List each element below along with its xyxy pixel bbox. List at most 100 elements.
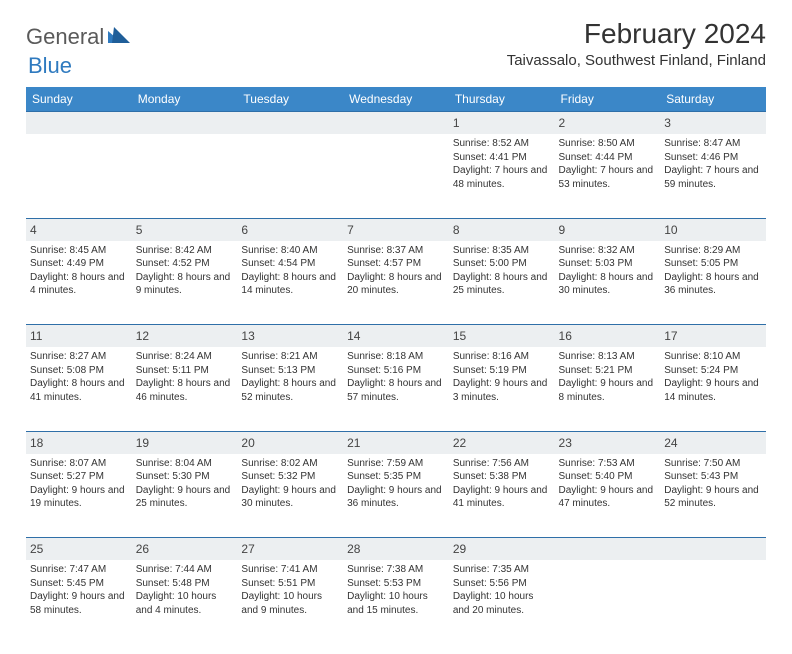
day-cell bbox=[660, 560, 766, 644]
day-cell: Sunrise: 8:02 AMSunset: 5:32 PMDaylight:… bbox=[237, 454, 343, 538]
day-details: Sunrise: 8:24 AMSunset: 5:11 PMDaylight:… bbox=[136, 350, 234, 404]
day-number: 17 bbox=[664, 329, 677, 343]
title-block: February 2024 Taivassalo, Southwest Finl… bbox=[507, 18, 766, 69]
daynum-cell: 7 bbox=[343, 218, 449, 241]
daynum-cell: 9 bbox=[555, 218, 661, 241]
daynum-cell: 29 bbox=[449, 538, 555, 561]
day-details: Sunrise: 7:53 AMSunset: 5:40 PMDaylight:… bbox=[559, 457, 657, 511]
daynum-cell: 18 bbox=[26, 431, 132, 454]
day-details: Sunrise: 7:38 AMSunset: 5:53 PMDaylight:… bbox=[347, 563, 445, 617]
day-cell: Sunrise: 8:40 AMSunset: 4:54 PMDaylight:… bbox=[237, 241, 343, 325]
day-details: Sunrise: 8:40 AMSunset: 4:54 PMDaylight:… bbox=[241, 244, 339, 298]
day-details: Sunrise: 7:41 AMSunset: 5:51 PMDaylight:… bbox=[241, 563, 339, 617]
daynum-cell: 14 bbox=[343, 325, 449, 348]
day-cell: Sunrise: 7:38 AMSunset: 5:53 PMDaylight:… bbox=[343, 560, 449, 644]
day-number: 20 bbox=[241, 436, 254, 450]
daynum-cell: 28 bbox=[343, 538, 449, 561]
col-sunday: Sunday bbox=[26, 87, 132, 112]
day-number: 15 bbox=[453, 329, 466, 343]
day-cell: Sunrise: 8:52 AMSunset: 4:41 PMDaylight:… bbox=[449, 134, 555, 218]
day-details: Sunrise: 8:42 AMSunset: 4:52 PMDaylight:… bbox=[136, 244, 234, 298]
daynum-cell: 3 bbox=[660, 112, 766, 135]
daynum-cell bbox=[660, 538, 766, 561]
logo-text-general: General bbox=[26, 24, 104, 50]
day-cell: Sunrise: 7:47 AMSunset: 5:45 PMDaylight:… bbox=[26, 560, 132, 644]
day-cell: Sunrise: 7:53 AMSunset: 5:40 PMDaylight:… bbox=[555, 454, 661, 538]
day-cell: Sunrise: 7:50 AMSunset: 5:43 PMDaylight:… bbox=[660, 454, 766, 538]
day-number: 12 bbox=[136, 329, 149, 343]
daynum-cell: 19 bbox=[132, 431, 238, 454]
daynum-cell: 5 bbox=[132, 218, 238, 241]
day-cell bbox=[343, 134, 449, 218]
day-details: Sunrise: 8:07 AMSunset: 5:27 PMDaylight:… bbox=[30, 457, 128, 511]
day-details: Sunrise: 8:13 AMSunset: 5:21 PMDaylight:… bbox=[559, 350, 657, 404]
location: Taivassalo, Southwest Finland, Finland bbox=[507, 52, 766, 69]
day-number: 19 bbox=[136, 436, 149, 450]
daynum-row: 1 2 3 bbox=[26, 112, 766, 135]
day-cell: Sunrise: 8:04 AMSunset: 5:30 PMDaylight:… bbox=[132, 454, 238, 538]
day-cell: Sunrise: 8:50 AMSunset: 4:44 PMDaylight:… bbox=[555, 134, 661, 218]
day-number: 23 bbox=[559, 436, 572, 450]
week-row: Sunrise: 7:47 AMSunset: 5:45 PMDaylight:… bbox=[26, 560, 766, 644]
day-cell: Sunrise: 8:07 AMSunset: 5:27 PMDaylight:… bbox=[26, 454, 132, 538]
day-cell: Sunrise: 8:16 AMSunset: 5:19 PMDaylight:… bbox=[449, 347, 555, 431]
week-row: Sunrise: 8:45 AMSunset: 4:49 PMDaylight:… bbox=[26, 241, 766, 325]
day-number: 1 bbox=[453, 116, 460, 130]
day-details: Sunrise: 8:18 AMSunset: 5:16 PMDaylight:… bbox=[347, 350, 445, 404]
daynum-cell: 16 bbox=[555, 325, 661, 348]
day-cell: Sunrise: 7:35 AMSunset: 5:56 PMDaylight:… bbox=[449, 560, 555, 644]
col-tuesday: Tuesday bbox=[237, 87, 343, 112]
daynum-cell bbox=[132, 112, 238, 135]
calendar-page: General February 2024 Taivassalo, Southw… bbox=[0, 0, 792, 654]
day-details: Sunrise: 7:35 AMSunset: 5:56 PMDaylight:… bbox=[453, 563, 551, 617]
day-number: 4 bbox=[30, 223, 37, 237]
day-cell: Sunrise: 7:44 AMSunset: 5:48 PMDaylight:… bbox=[132, 560, 238, 644]
col-friday: Friday bbox=[555, 87, 661, 112]
daynum-cell: 22 bbox=[449, 431, 555, 454]
day-number: 25 bbox=[30, 542, 43, 556]
day-details: Sunrise: 7:50 AMSunset: 5:43 PMDaylight:… bbox=[664, 457, 762, 511]
day-details: Sunrise: 7:56 AMSunset: 5:38 PMDaylight:… bbox=[453, 457, 551, 511]
day-cell: Sunrise: 8:21 AMSunset: 5:13 PMDaylight:… bbox=[237, 347, 343, 431]
day-number: 18 bbox=[30, 436, 43, 450]
weekday-header-row: Sunday Monday Tuesday Wednesday Thursday… bbox=[26, 87, 766, 112]
day-details: Sunrise: 8:10 AMSunset: 5:24 PMDaylight:… bbox=[664, 350, 762, 404]
daynum-row: 18 19 20 21 22 23 24 bbox=[26, 431, 766, 454]
day-number: 10 bbox=[664, 223, 677, 237]
day-cell: Sunrise: 8:37 AMSunset: 4:57 PMDaylight:… bbox=[343, 241, 449, 325]
day-details: Sunrise: 7:59 AMSunset: 5:35 PMDaylight:… bbox=[347, 457, 445, 511]
col-wednesday: Wednesday bbox=[343, 87, 449, 112]
col-monday: Monday bbox=[132, 87, 238, 112]
day-number: 28 bbox=[347, 542, 360, 556]
day-details: Sunrise: 8:50 AMSunset: 4:44 PMDaylight:… bbox=[559, 137, 657, 191]
day-number: 8 bbox=[453, 223, 460, 237]
daynum-cell: 12 bbox=[132, 325, 238, 348]
daynum-cell: 8 bbox=[449, 218, 555, 241]
day-number: 2 bbox=[559, 116, 566, 130]
daynum-cell: 24 bbox=[660, 431, 766, 454]
day-number: 7 bbox=[347, 223, 354, 237]
day-cell: Sunrise: 7:41 AMSunset: 5:51 PMDaylight:… bbox=[237, 560, 343, 644]
logo-triangle-icon bbox=[108, 27, 130, 48]
daynum-cell: 20 bbox=[237, 431, 343, 454]
day-details: Sunrise: 7:44 AMSunset: 5:48 PMDaylight:… bbox=[136, 563, 234, 617]
day-number: 5 bbox=[136, 223, 143, 237]
day-cell: Sunrise: 8:24 AMSunset: 5:11 PMDaylight:… bbox=[132, 347, 238, 431]
day-number: 26 bbox=[136, 542, 149, 556]
day-details: Sunrise: 8:16 AMSunset: 5:19 PMDaylight:… bbox=[453, 350, 551, 404]
month-title: February 2024 bbox=[507, 18, 766, 50]
daynum-cell: 10 bbox=[660, 218, 766, 241]
day-number: 16 bbox=[559, 329, 572, 343]
day-cell: Sunrise: 8:45 AMSunset: 4:49 PMDaylight:… bbox=[26, 241, 132, 325]
day-number: 29 bbox=[453, 542, 466, 556]
daynum-cell: 13 bbox=[237, 325, 343, 348]
day-cell: Sunrise: 8:29 AMSunset: 5:05 PMDaylight:… bbox=[660, 241, 766, 325]
day-cell bbox=[237, 134, 343, 218]
day-number: 14 bbox=[347, 329, 360, 343]
daynum-cell bbox=[555, 538, 661, 561]
day-cell bbox=[132, 134, 238, 218]
col-thursday: Thursday bbox=[449, 87, 555, 112]
daynum-cell: 21 bbox=[343, 431, 449, 454]
day-number: 22 bbox=[453, 436, 466, 450]
day-cell: Sunrise: 8:32 AMSunset: 5:03 PMDaylight:… bbox=[555, 241, 661, 325]
